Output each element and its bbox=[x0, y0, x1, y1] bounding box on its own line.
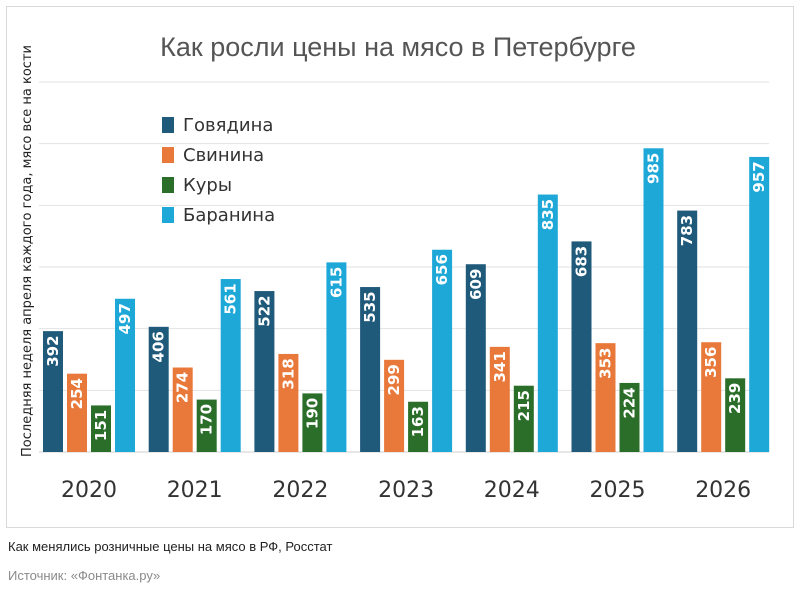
x-tick-label: 2024 bbox=[484, 478, 540, 503]
bar-Говядина bbox=[465, 264, 486, 452]
bar-Говядина bbox=[571, 241, 592, 452]
x-tick-label: 2020 bbox=[61, 478, 117, 503]
x-tick-label: 2026 bbox=[695, 478, 751, 503]
image-caption: Как менялись розничные цены на мясо в РФ… bbox=[8, 539, 333, 554]
chart: Как росли цены на мясо в Петербурге Посл… bbox=[20, 32, 770, 503]
bar-value-label: 392 bbox=[44, 335, 62, 366]
bar-Куры bbox=[725, 378, 746, 452]
bar-value-label: 170 bbox=[198, 404, 216, 435]
bar-Свинина bbox=[701, 342, 722, 452]
bar-value-label: 239 bbox=[726, 383, 744, 414]
bar-value-label: 985 bbox=[645, 153, 663, 184]
bar-value-label: 190 bbox=[303, 398, 321, 429]
bar-value-label: 254 bbox=[68, 378, 86, 409]
legend-label: Свинина bbox=[183, 145, 264, 166]
bar-value-label: 356 bbox=[702, 347, 720, 378]
bar-Свинина bbox=[384, 359, 405, 452]
bar-Баранина bbox=[643, 148, 664, 452]
legend-label: Говядина bbox=[183, 115, 273, 136]
legend-label: Куры bbox=[183, 175, 232, 196]
bar-Баранина bbox=[115, 298, 135, 452]
x-axis-ticks: 2020 2021 2022 2023 2024 2025 2026 bbox=[61, 478, 751, 503]
bar-Свинина bbox=[489, 346, 510, 452]
bar-Говядина bbox=[360, 287, 381, 452]
bar-value-label: 163 bbox=[409, 406, 427, 437]
bar-Куры bbox=[196, 399, 217, 452]
legend-swatch bbox=[162, 177, 174, 193]
bar-Говядина bbox=[148, 326, 169, 452]
bar-Свинина bbox=[67, 373, 87, 452]
image-source: Источник: «Фонтанка.ру» bbox=[8, 568, 161, 583]
bar-value-label: 224 bbox=[621, 387, 639, 418]
bar-Говядина bbox=[254, 291, 275, 452]
bar-Куры bbox=[302, 393, 323, 452]
bar-value-label: 683 bbox=[573, 246, 591, 277]
bar-value-label: 215 bbox=[515, 390, 533, 421]
y-axis-label: Последняя неделя апреля каждого года, мя… bbox=[20, 45, 35, 457]
bar-value-label: 957 bbox=[750, 161, 768, 192]
bar-Говядина bbox=[677, 210, 698, 452]
legend-label: Баранина bbox=[183, 205, 275, 226]
bar-value-label: 274 bbox=[174, 372, 192, 403]
bar-value-label: 522 bbox=[255, 295, 273, 326]
bar-value-label: 318 bbox=[279, 358, 297, 389]
x-tick-label: 2022 bbox=[272, 478, 328, 503]
bar-Баранина bbox=[220, 279, 241, 452]
bars: 392 254 151 497 406 274 170 561 522 318 190 615 535 2… bbox=[43, 148, 770, 453]
x-tick-label: 2023 bbox=[378, 478, 434, 503]
bar-Куры bbox=[91, 405, 111, 452]
x-tick-label: 2021 bbox=[167, 478, 223, 503]
chart-frame: Как росли цены на мясо в Петербурге Посл… bbox=[6, 6, 794, 528]
bar-value-label: 656 bbox=[433, 254, 451, 285]
bar-Куры bbox=[408, 401, 429, 452]
bar-Свинина bbox=[595, 343, 616, 452]
bar-Баранина bbox=[326, 262, 347, 452]
bar-Говядина bbox=[43, 331, 63, 452]
legend: Говядина Свинина Куры Баранина bbox=[162, 115, 275, 226]
bar-Баранина bbox=[537, 194, 558, 452]
bar-value-label: 151 bbox=[92, 410, 110, 441]
chart-title: Как росли цены на мясо в Петербурге bbox=[160, 32, 636, 62]
bar-Баранина bbox=[749, 156, 770, 453]
bar-Куры bbox=[513, 385, 534, 452]
bar-value-label: 299 bbox=[385, 364, 403, 395]
bar-value-label: 561 bbox=[222, 283, 240, 314]
legend-swatch bbox=[162, 117, 174, 133]
bar-Свинина bbox=[172, 367, 193, 452]
bar-Свинина bbox=[278, 353, 299, 452]
bar-Куры bbox=[619, 382, 640, 452]
legend-swatch bbox=[162, 207, 174, 223]
bar-Баранина bbox=[432, 249, 453, 452]
bar-value-label: 497 bbox=[116, 303, 134, 334]
bar-value-label: 609 bbox=[467, 269, 485, 300]
bar-value-label: 535 bbox=[361, 291, 379, 322]
bar-value-label: 406 bbox=[150, 331, 168, 362]
x-tick-label: 2025 bbox=[590, 478, 646, 503]
legend-swatch bbox=[162, 147, 174, 163]
bar-value-label: 783 bbox=[678, 215, 696, 246]
bar-value-label: 341 bbox=[491, 351, 509, 382]
bar-value-label: 615 bbox=[327, 267, 345, 298]
bar-value-label: 835 bbox=[539, 199, 557, 230]
bar-value-label: 353 bbox=[597, 348, 615, 379]
